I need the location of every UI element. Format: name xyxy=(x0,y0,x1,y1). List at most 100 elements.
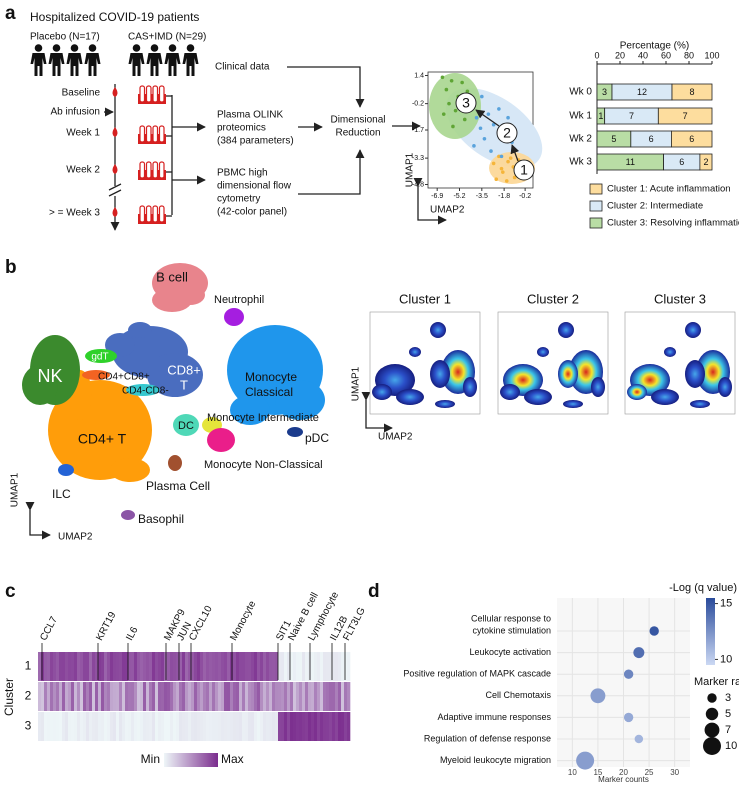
heatmap-cell xyxy=(158,652,162,681)
x-tick-label: 20 xyxy=(619,768,628,777)
cell-type-label: CD4+ T xyxy=(78,431,127,447)
heatmap-cell xyxy=(71,682,75,711)
heatmap-cell xyxy=(152,712,156,741)
heatmap-cell xyxy=(236,712,240,741)
umap-point xyxy=(440,75,445,80)
category-label: Wk 2 xyxy=(569,134,592,145)
heatmap-cell xyxy=(215,652,219,681)
heatmap-cell xyxy=(170,712,174,741)
cell-type-label: T xyxy=(180,377,188,392)
x-tick-label: 15 xyxy=(593,768,602,777)
heatmap-cell xyxy=(326,712,330,741)
cohort-title: Hospitalized COVID-19 patients xyxy=(30,10,199,24)
heatmap-cell xyxy=(263,712,267,741)
heatmap-cell xyxy=(299,682,303,711)
heatmap-cell xyxy=(209,682,213,711)
heatmap-cell xyxy=(95,682,99,711)
heatmap-cell xyxy=(185,682,189,711)
heatmap-cell xyxy=(269,652,273,681)
category-label: Wk 1 xyxy=(569,111,592,122)
heatmap-cell xyxy=(257,652,261,681)
heatmap-cell xyxy=(320,712,324,741)
timepoint-label: Baseline xyxy=(62,88,101,99)
umap-point xyxy=(460,80,464,85)
cell-cluster xyxy=(58,464,74,476)
heatmap-cell xyxy=(44,712,48,741)
heatmap-cell xyxy=(95,712,99,741)
colorbar xyxy=(706,598,715,665)
umap-point xyxy=(504,179,509,183)
gene-label: IL6 xyxy=(124,625,140,643)
person-icon xyxy=(48,44,65,76)
heatmap-cell xyxy=(218,652,222,681)
cell-cluster xyxy=(147,353,203,397)
heatmap-cell xyxy=(167,712,171,741)
heatmap-cell xyxy=(335,652,339,681)
umap-point xyxy=(486,112,491,116)
input-label: Plasma OLINK xyxy=(217,110,283,121)
heatmap-cell xyxy=(278,712,282,741)
heatmap-cell xyxy=(314,682,318,711)
cell-cluster xyxy=(126,384,160,396)
heatmap-cell xyxy=(242,682,246,711)
person-icon xyxy=(164,44,181,76)
term-label: Positive regulation of MAPK cascade xyxy=(403,669,551,679)
cell-type-label: Monocyte Non-Classical xyxy=(204,459,323,471)
heatmap-cell xyxy=(41,712,45,741)
umap-point xyxy=(499,154,504,159)
heatmap-cell xyxy=(50,682,54,711)
tube xyxy=(145,85,152,103)
heatmap-cell xyxy=(332,712,336,741)
heatmap-cell xyxy=(329,652,333,681)
x-tick-label: -3.5 xyxy=(476,193,488,200)
dot xyxy=(576,751,595,770)
value-label: 11 xyxy=(626,157,635,167)
cell-type-label: CD8+ xyxy=(167,362,201,377)
heatmap-cell xyxy=(125,682,129,711)
umap-point xyxy=(444,87,449,92)
heatmap-cell xyxy=(263,682,267,711)
heatmap-cell xyxy=(104,682,108,711)
heatmap-cell xyxy=(233,712,237,741)
heatmap-cell xyxy=(164,682,168,711)
heatmap-cell xyxy=(272,652,276,681)
value-label: 6 xyxy=(649,134,654,144)
gene-label: CCL7 xyxy=(38,615,60,643)
umap-point xyxy=(506,159,510,164)
tube xyxy=(152,205,159,223)
heatmap-cell xyxy=(173,712,177,741)
heatmap-cell xyxy=(347,712,351,741)
heatmap-cell xyxy=(281,712,285,741)
heatmap-cell xyxy=(197,712,201,741)
tube-rack xyxy=(138,170,166,180)
heatmap-cell xyxy=(86,652,90,681)
panel-label: c xyxy=(5,581,16,602)
cell-cluster xyxy=(168,455,182,471)
heatmap-cell xyxy=(290,682,294,711)
density-blob xyxy=(664,347,676,357)
heatmap-cell xyxy=(293,652,297,681)
tube xyxy=(158,161,165,179)
heatmap-cell xyxy=(161,682,165,711)
heatmap-cell xyxy=(203,712,207,741)
heatmap-cell xyxy=(215,682,219,711)
heatmap-cell xyxy=(71,712,75,741)
value-label: 1 xyxy=(598,111,603,121)
legend-label: Min xyxy=(141,752,160,766)
cell-cluster xyxy=(128,322,152,338)
heatmap-cell xyxy=(116,712,120,741)
heatmap-cell xyxy=(260,712,264,741)
input-label: PBMC high xyxy=(217,168,268,179)
heatmap-cell xyxy=(107,652,111,681)
cell-cluster xyxy=(207,428,235,452)
heatmap-cell xyxy=(281,682,285,711)
heatmap-cell xyxy=(53,652,57,681)
tube-rack xyxy=(138,214,166,224)
term-label: Regulation of defense response xyxy=(424,733,551,743)
trajectory-arrow xyxy=(510,144,520,162)
heatmap-cell xyxy=(188,712,192,741)
heatmap-cell xyxy=(287,682,291,711)
heatmap-cell xyxy=(89,652,93,681)
heatmap-cell xyxy=(221,712,225,741)
heatmap-cell xyxy=(182,712,186,741)
